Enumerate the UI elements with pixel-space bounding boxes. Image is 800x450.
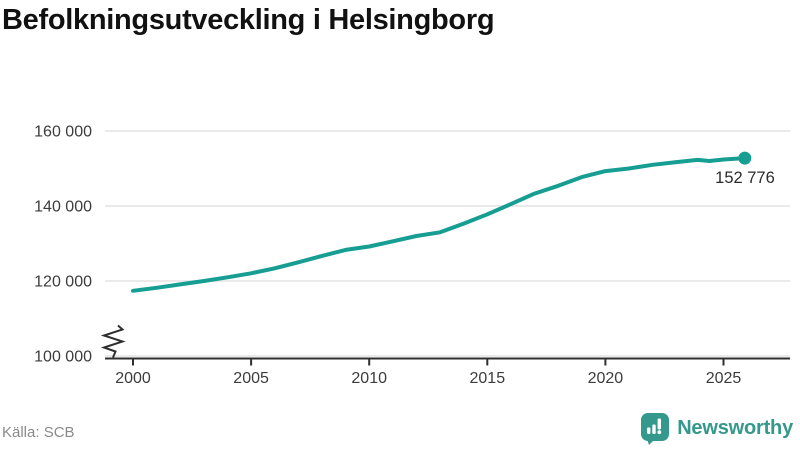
- population-line: [131, 156, 747, 293]
- y-tick-label: 160 000: [34, 124, 92, 141]
- source-note: Källa: SCB: [2, 424, 75, 441]
- x-tick-label: 2020: [588, 370, 624, 387]
- x-tick-label: 2025: [706, 370, 742, 387]
- chart-title: Befolkningsutveckling i Helsingborg: [2, 4, 495, 36]
- x-tick-label: 2010: [351, 370, 387, 387]
- x-tick-label: 2005: [233, 370, 269, 387]
- y-tick-label: 140 000: [34, 199, 92, 216]
- end-point-dot: [738, 151, 752, 165]
- newsworthy-logo-icon: [641, 413, 670, 445]
- y-tick-label: 120 000: [34, 274, 92, 291]
- x-tick-label: 2015: [470, 370, 506, 387]
- y-tick-label: 100 000: [34, 349, 92, 366]
- brand-name: Newsworthy: [677, 417, 793, 439]
- end-point-value-label: 152 776: [715, 169, 775, 187]
- newsworthy-brand-link[interactable]: Newsworthy: [640, 412, 793, 445]
- x-tick-label: 2000: [115, 370, 151, 387]
- y-axis-break-icon: [100, 324, 126, 358]
